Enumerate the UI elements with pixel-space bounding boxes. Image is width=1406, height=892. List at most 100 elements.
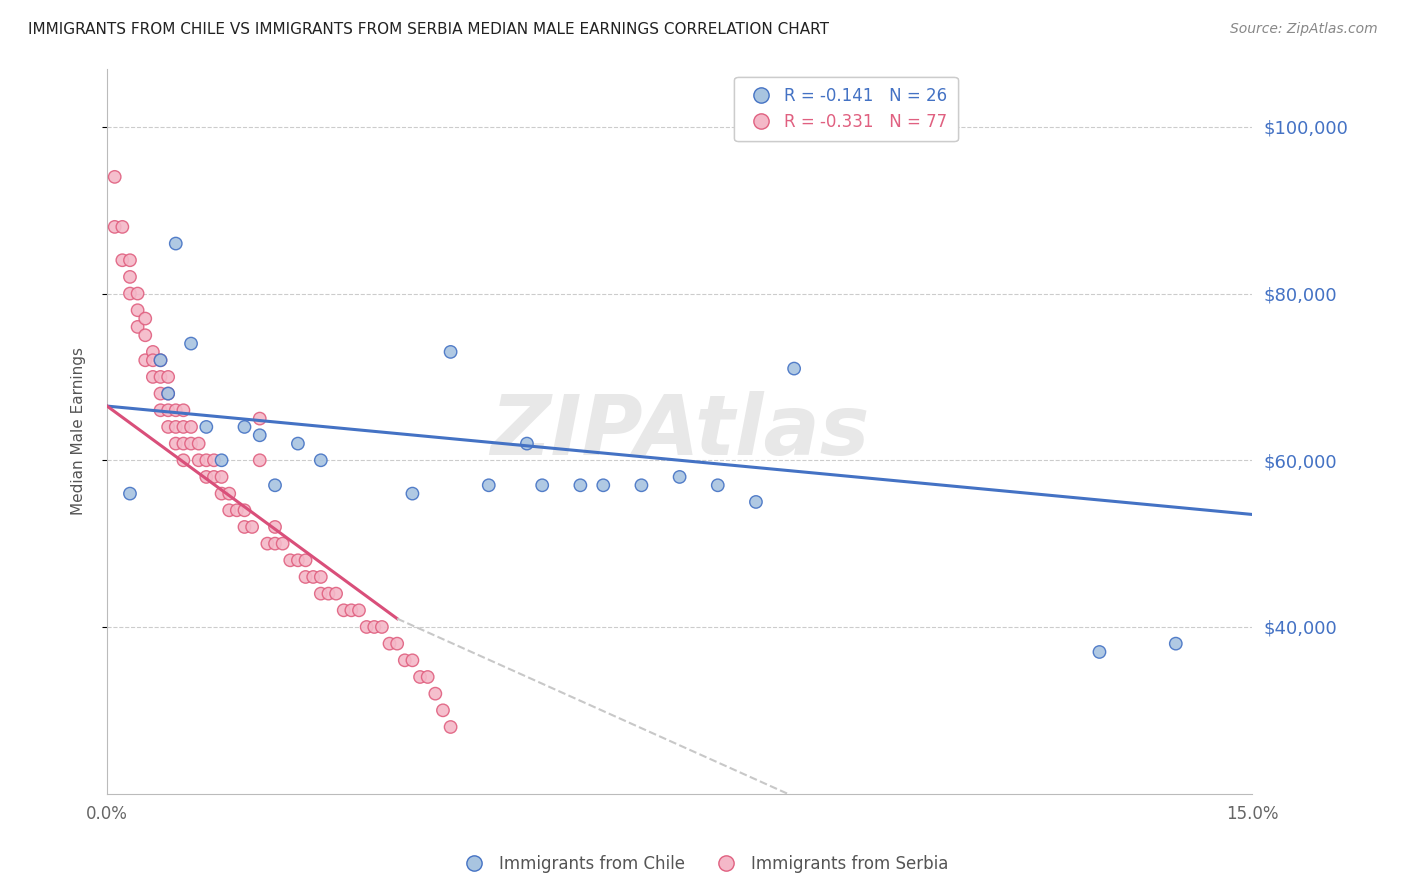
Point	[165, 420, 187, 434]
Point	[439, 345, 461, 359]
Point	[287, 436, 309, 450]
Point	[149, 353, 172, 368]
Point	[211, 453, 233, 467]
Point	[271, 536, 294, 550]
Point	[439, 720, 461, 734]
Point	[394, 653, 416, 667]
Point	[668, 470, 690, 484]
Point	[111, 253, 134, 268]
Point	[180, 436, 202, 450]
Point	[118, 486, 141, 500]
Point	[309, 453, 332, 467]
Text: Source: ZipAtlas.com: Source: ZipAtlas.com	[1230, 22, 1378, 37]
Point	[142, 370, 165, 384]
Point	[165, 436, 187, 450]
Point	[149, 386, 172, 401]
Point	[157, 403, 180, 417]
Point	[172, 436, 194, 450]
Point	[118, 253, 141, 268]
Point	[325, 587, 347, 601]
Point	[218, 486, 240, 500]
Point	[180, 420, 202, 434]
Point	[118, 269, 141, 284]
Point	[569, 478, 592, 492]
Point	[356, 620, 378, 634]
Point	[195, 420, 218, 434]
Point	[149, 403, 172, 417]
Point	[165, 403, 187, 417]
Point	[264, 520, 287, 534]
Point	[233, 420, 256, 434]
Point	[233, 503, 256, 517]
Point	[378, 637, 401, 651]
Point	[256, 536, 278, 550]
Point	[531, 478, 554, 492]
Point	[111, 219, 134, 234]
Point	[318, 587, 340, 601]
Point	[172, 420, 194, 434]
Point	[172, 453, 194, 467]
Point	[287, 553, 309, 567]
Point	[127, 286, 149, 301]
Y-axis label: Median Male Earnings: Median Male Earnings	[72, 347, 86, 515]
Point	[157, 370, 180, 384]
Point	[104, 219, 127, 234]
Point	[157, 386, 180, 401]
Point	[142, 345, 165, 359]
Point	[416, 670, 439, 684]
Point	[249, 428, 271, 442]
Text: ZIPAtlas: ZIPAtlas	[489, 391, 869, 472]
Point	[172, 403, 194, 417]
Point	[149, 370, 172, 384]
Point	[195, 453, 218, 467]
Point	[187, 453, 209, 467]
Point	[202, 470, 225, 484]
Point	[211, 470, 233, 484]
Point	[104, 169, 127, 184]
Point	[432, 703, 454, 717]
Point	[309, 587, 332, 601]
Legend: Immigrants from Chile, Immigrants from Serbia: Immigrants from Chile, Immigrants from S…	[450, 848, 956, 880]
Point	[340, 603, 363, 617]
Point	[218, 503, 240, 517]
Point	[233, 520, 256, 534]
Point	[225, 503, 247, 517]
Legend: R = -0.141   N = 26, R = -0.331   N = 77: R = -0.141 N = 26, R = -0.331 N = 77	[734, 77, 957, 141]
Point	[783, 361, 806, 376]
Point	[309, 570, 332, 584]
Point	[264, 536, 287, 550]
Point	[278, 553, 301, 567]
Point	[332, 603, 354, 617]
Point	[211, 486, 233, 500]
Point	[134, 311, 156, 326]
Point	[478, 478, 501, 492]
Point	[516, 436, 538, 450]
Point	[187, 436, 209, 450]
Point	[745, 495, 768, 509]
Point	[1088, 645, 1111, 659]
Point	[425, 687, 447, 701]
Point	[302, 570, 325, 584]
Point	[401, 653, 423, 667]
Point	[630, 478, 652, 492]
Point	[264, 478, 287, 492]
Point	[294, 570, 316, 584]
Point	[149, 353, 172, 368]
Point	[592, 478, 614, 492]
Point	[127, 319, 149, 334]
Point	[142, 353, 165, 368]
Point	[363, 620, 385, 634]
Point	[134, 328, 156, 343]
Point	[157, 386, 180, 401]
Point	[195, 470, 218, 484]
Text: IMMIGRANTS FROM CHILE VS IMMIGRANTS FROM SERBIA MEDIAN MALE EARNINGS CORRELATION: IMMIGRANTS FROM CHILE VS IMMIGRANTS FROM…	[28, 22, 830, 37]
Point	[347, 603, 370, 617]
Point	[409, 670, 432, 684]
Point	[249, 411, 271, 425]
Point	[385, 637, 408, 651]
Point	[371, 620, 394, 634]
Point	[180, 336, 202, 351]
Point	[127, 303, 149, 318]
Point	[118, 286, 141, 301]
Point	[401, 486, 423, 500]
